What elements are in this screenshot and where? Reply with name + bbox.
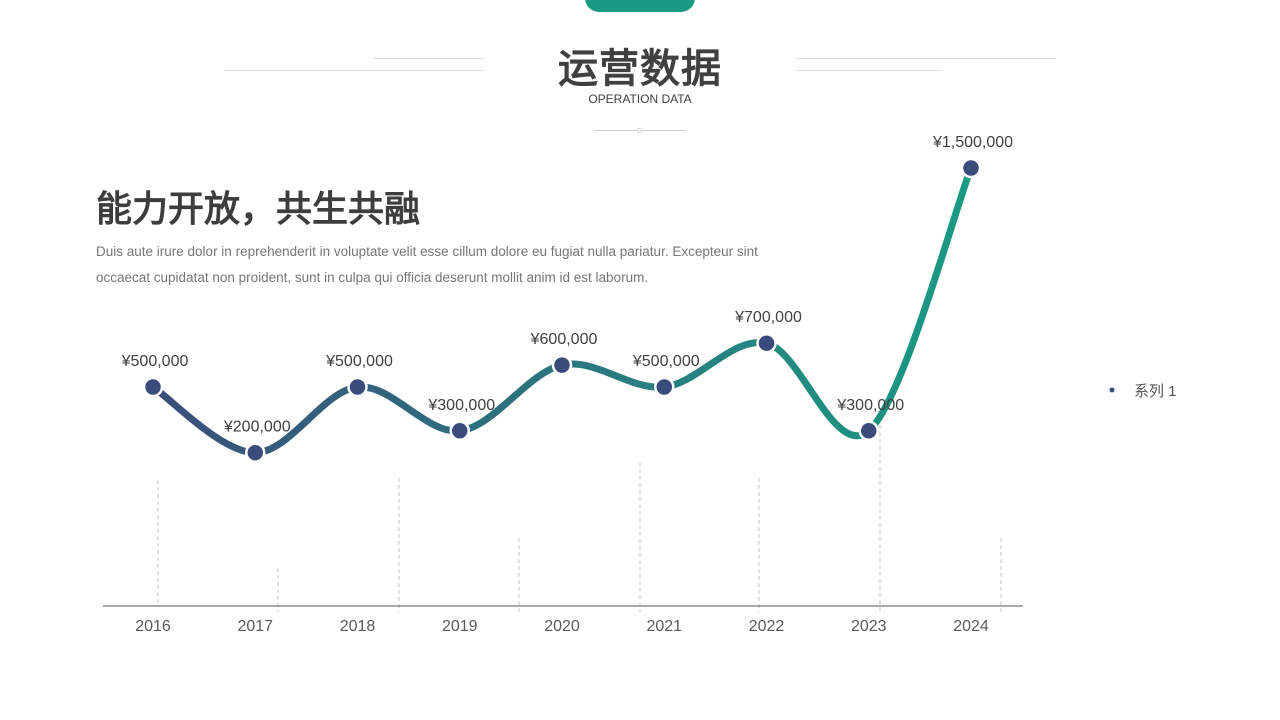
data-point-marker — [654, 376, 675, 398]
data-label: ¥1,500,000 — [932, 134, 1013, 151]
x-tick-label: 2019 — [442, 618, 478, 635]
data-point-marker — [347, 376, 368, 398]
x-tick-label: 2018 — [340, 618, 376, 635]
header-deco-line — [796, 70, 942, 71]
data-label: ¥500,000 — [325, 353, 393, 370]
header-deco-line — [796, 58, 1056, 59]
data-label: ¥300,000 — [836, 397, 904, 414]
section-body-text: Duis aute irure dolor in reprehenderit i… — [96, 244, 758, 285]
data-label: ¥600,000 — [530, 331, 598, 348]
x-tick-label: 2024 — [953, 618, 989, 635]
data-point-marker — [449, 420, 470, 442]
x-tick-label: 2017 — [237, 618, 273, 635]
section-headline: 能力开放，共生共融 — [96, 188, 421, 229]
data-point-marker — [960, 157, 982, 179]
x-tick-label: 2023 — [851, 618, 887, 635]
x-tick-label: 2022 — [749, 618, 785, 635]
data-point-marker — [245, 442, 266, 463]
data-point-marker — [858, 420, 879, 442]
x-tick-label: 2020 — [544, 618, 580, 635]
x-tick-label: 2021 — [646, 618, 682, 635]
data-label: ¥200,000 — [223, 419, 291, 436]
chart-legend: 系列 1 — [1092, 380, 1177, 400]
legend-line-icon — [1092, 386, 1132, 394]
legend-label: 系列 1 — [1134, 382, 1177, 400]
title-divider-dot — [637, 128, 642, 133]
data-point-marker — [142, 376, 164, 398]
header-deco-line — [374, 58, 484, 59]
header-accent-tab — [585, 0, 695, 12]
data-point-marker — [551, 354, 573, 376]
data-label: ¥300,000 — [427, 397, 495, 414]
data-label: ¥500,000 — [121, 353, 189, 370]
page-title: 运营数据 — [558, 47, 722, 91]
data-point-marker — [756, 332, 777, 354]
x-tick-label: 2016 — [135, 618, 171, 635]
data-label: ¥700,000 — [734, 309, 802, 326]
page-subtitle: OPERATION DATA — [588, 92, 692, 106]
header-deco-line — [224, 70, 484, 71]
data-label: ¥500,000 — [632, 353, 700, 370]
